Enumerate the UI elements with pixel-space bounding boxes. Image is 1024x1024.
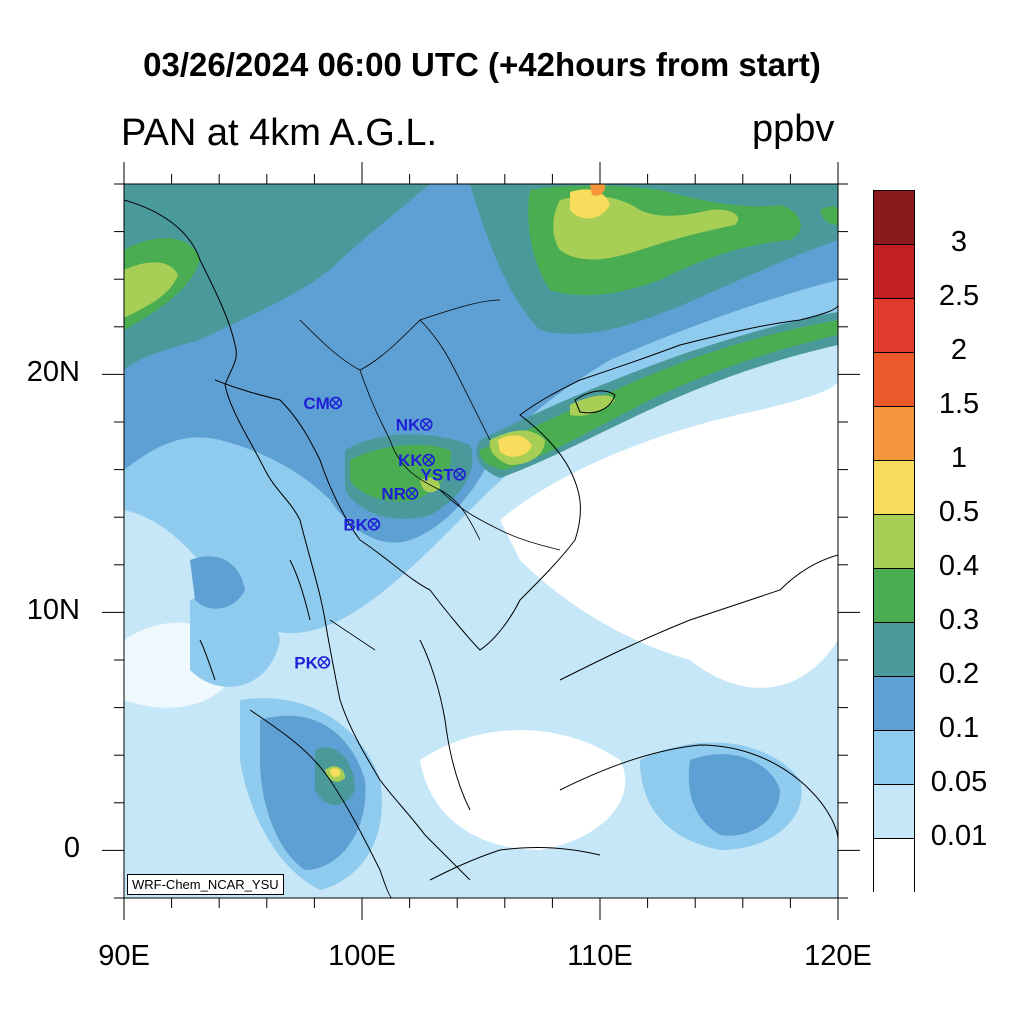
station-bk: BK (343, 515, 381, 534)
legend-swatch (874, 245, 914, 299)
station-nk: NK (396, 415, 433, 434)
legend-label: 2 (950, 334, 968, 366)
station-pk: PK (294, 653, 331, 672)
units-label: ppbv (752, 108, 835, 150)
station-yst: YST (421, 465, 466, 484)
legend-swatch (874, 515, 914, 569)
station-label: CM (303, 394, 329, 413)
legend-swatch (874, 407, 914, 461)
x-tick-label: 110E (567, 940, 633, 972)
legend-label: 0.2 (938, 658, 980, 690)
legend-label: 0.01 (930, 820, 988, 852)
station-label: PK (294, 653, 318, 672)
country-borders (299, 299, 561, 651)
legend-label: 0.5 (938, 496, 980, 528)
pan-field (124, 184, 838, 898)
station-nr: NR (381, 484, 419, 503)
legend-swatch (874, 731, 914, 785)
station-label: BK (343, 515, 368, 534)
axis-ticks (102, 162, 860, 920)
legend-label: 0.1 (938, 712, 980, 744)
variable-subtitle: PAN at 4km A.G.L. (121, 112, 438, 154)
legend-label: 2.5 (938, 280, 980, 312)
station-kk: KK (398, 451, 435, 470)
y-tick-label: 0 (63, 832, 80, 865)
legend-swatch (874, 623, 914, 677)
legend-label: 0.4 (938, 550, 980, 582)
plot-frame (123, 183, 839, 899)
color-legend (873, 190, 915, 893)
station-label: KK (398, 451, 423, 470)
y-tick-label: 20N (26, 356, 80, 389)
legend-swatch (874, 785, 914, 839)
legend-swatch (874, 461, 914, 515)
y-tick-label: 10N (26, 594, 80, 627)
station-label: NR (381, 484, 406, 503)
coastlines (124, 199, 838, 898)
legend-swatch (874, 677, 914, 731)
x-tick-label: 90E (98, 940, 150, 972)
station-label: YST (421, 465, 455, 484)
legend-label: 3 (950, 226, 968, 258)
legend-swatch (874, 569, 914, 623)
legend-swatch (874, 353, 914, 407)
model-credit: WRF-Chem_NCAR_YSU (127, 874, 284, 895)
legend-swatch (874, 191, 914, 245)
station-label: NK (396, 415, 421, 434)
legend-swatch (874, 839, 914, 893)
station-cm: CM (303, 394, 343, 413)
chart-title: 03/26/2024 06:00 UTC (+42hours from star… (143, 46, 821, 83)
x-tick-label: 120E (804, 940, 872, 972)
x-tick-label: 100E (328, 940, 396, 972)
legend-label: 0.05 (930, 766, 988, 798)
legend-label: 1 (950, 442, 968, 474)
legend-swatch (874, 299, 914, 353)
legend-label: 1.5 (938, 388, 980, 420)
legend-label: 0.3 (938, 604, 980, 636)
